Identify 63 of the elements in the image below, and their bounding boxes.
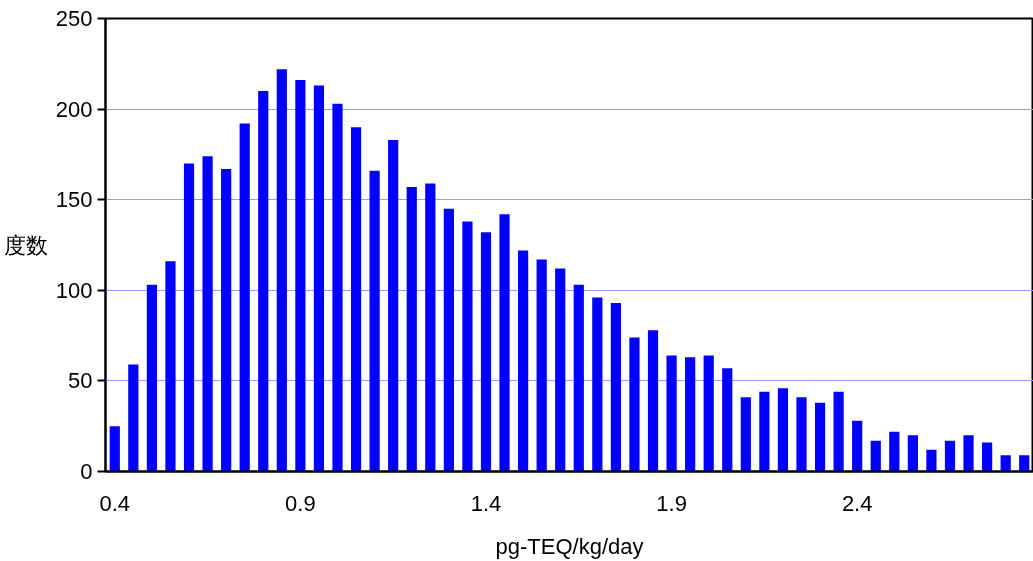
bar [350,127,362,472]
bar [685,357,696,472]
bar [369,170,380,472]
bar [388,139,399,472]
x-tick-label: 1.4 [470,490,502,516]
bar [573,284,584,472]
bar [722,368,733,472]
bar [239,123,250,472]
bar [833,391,844,472]
bar [982,442,993,472]
bar [406,187,417,472]
bar [610,302,621,472]
bar [276,69,287,472]
bar [202,156,213,472]
y-tick-label: 150 [55,187,93,213]
y-tick-label: 0 [80,459,93,484]
bar [1019,455,1030,472]
bar [258,90,269,472]
bar [852,420,863,472]
bar [221,168,232,472]
bar [740,397,751,472]
bar [944,440,956,472]
y-tick-label: 200 [55,96,93,122]
y-tick-label: 100 [55,277,93,303]
x-axis-title: pg-TEQ/kg/day [495,533,644,559]
bar [295,80,306,472]
bar [907,435,918,472]
bar [425,183,436,472]
bar [777,388,789,472]
bar [499,214,510,472]
x-tick-label: 1.9 [656,490,687,516]
bar [518,250,529,472]
bar [555,268,566,472]
bar [870,440,881,472]
x-tick-label: 0.4 [99,490,131,516]
bar [796,397,807,472]
bar [889,431,900,472]
bar [814,402,826,472]
y-tick-label: 250 [55,6,93,31]
bar [332,103,343,472]
bar [462,221,473,472]
bar [165,261,176,472]
x-tick-label: 0.9 [285,490,316,516]
bar [647,330,659,472]
bar [146,284,157,472]
y-axis-title: 度数 [3,232,48,258]
bar [536,259,547,472]
bar [109,426,120,472]
bar [703,355,714,472]
x-tick-label: 2.4 [841,490,873,516]
bar [666,355,677,472]
bar [128,364,139,472]
bar [443,208,454,472]
bar [759,391,770,472]
bar [926,449,937,472]
bar [480,232,492,472]
bar [1000,455,1011,472]
bar [963,435,974,472]
bar [183,163,195,472]
bar [629,337,640,472]
bar [592,297,603,472]
y-tick-label: 50 [68,368,93,394]
bar [313,85,325,472]
